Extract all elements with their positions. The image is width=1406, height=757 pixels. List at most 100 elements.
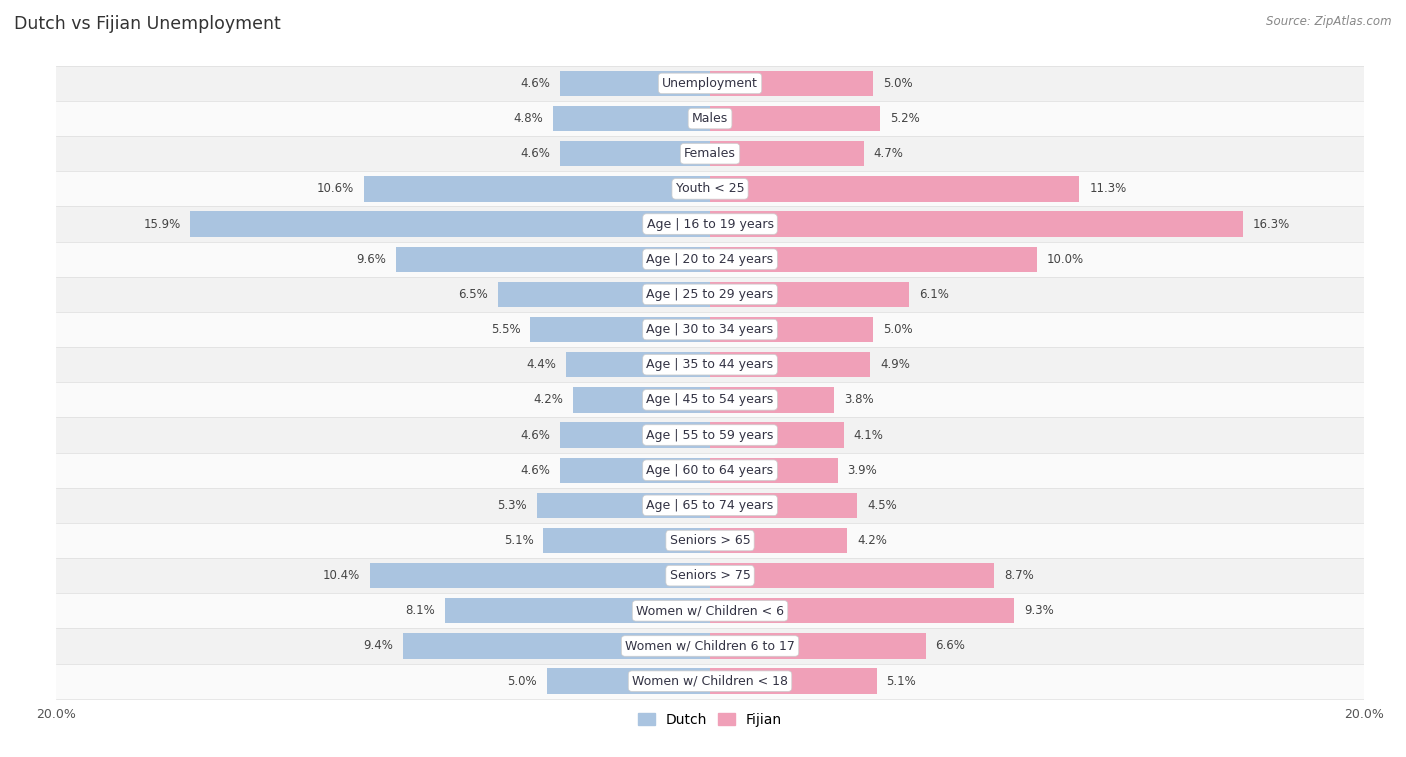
Legend: Dutch, Fijian: Dutch, Fijian <box>633 707 787 733</box>
Bar <box>553 106 710 131</box>
Text: 6.1%: 6.1% <box>920 288 949 301</box>
Bar <box>56 628 1364 664</box>
Bar <box>560 422 710 447</box>
Text: 3.8%: 3.8% <box>844 394 873 407</box>
Text: 4.2%: 4.2% <box>533 394 562 407</box>
Text: 5.1%: 5.1% <box>887 674 917 687</box>
Bar <box>56 277 1364 312</box>
Text: 11.3%: 11.3% <box>1090 182 1126 195</box>
Text: Males: Males <box>692 112 728 125</box>
Bar <box>710 598 1014 624</box>
Text: 4.6%: 4.6% <box>520 77 550 90</box>
Bar <box>56 171 1364 207</box>
Text: 10.0%: 10.0% <box>1046 253 1084 266</box>
Bar <box>364 176 710 201</box>
Text: 9.3%: 9.3% <box>1024 604 1053 617</box>
Bar <box>402 634 710 659</box>
Bar <box>56 558 1364 593</box>
Text: 8.1%: 8.1% <box>406 604 436 617</box>
Bar <box>56 241 1364 277</box>
Bar <box>56 453 1364 488</box>
Bar <box>710 634 925 659</box>
Bar <box>190 211 710 237</box>
Text: 4.4%: 4.4% <box>526 358 557 371</box>
Text: 5.1%: 5.1% <box>503 534 533 547</box>
Text: 4.6%: 4.6% <box>520 428 550 441</box>
Bar <box>560 141 710 167</box>
Bar <box>710 352 870 377</box>
Bar <box>710 141 863 167</box>
Bar <box>710 317 873 342</box>
Text: 4.5%: 4.5% <box>868 499 897 512</box>
Text: 3.9%: 3.9% <box>848 464 877 477</box>
Text: Women w/ Children < 18: Women w/ Children < 18 <box>633 674 787 687</box>
Bar <box>560 70 710 96</box>
Text: Dutch vs Fijian Unemployment: Dutch vs Fijian Unemployment <box>14 15 281 33</box>
Text: Age | 45 to 54 years: Age | 45 to 54 years <box>647 394 773 407</box>
Bar <box>56 488 1364 523</box>
Text: Age | 30 to 34 years: Age | 30 to 34 years <box>647 323 773 336</box>
Text: 5.0%: 5.0% <box>883 77 912 90</box>
Text: 8.7%: 8.7% <box>1004 569 1033 582</box>
Bar <box>396 247 710 272</box>
Bar <box>498 282 710 307</box>
Text: 15.9%: 15.9% <box>143 217 180 231</box>
Bar <box>710 211 1243 237</box>
Text: Seniors > 65: Seniors > 65 <box>669 534 751 547</box>
Bar <box>537 493 710 518</box>
Bar <box>572 388 710 413</box>
Text: Youth < 25: Youth < 25 <box>676 182 744 195</box>
Bar <box>446 598 710 624</box>
Bar <box>370 563 710 588</box>
Bar <box>710 106 880 131</box>
Text: 10.6%: 10.6% <box>316 182 354 195</box>
Text: Age | 55 to 59 years: Age | 55 to 59 years <box>647 428 773 441</box>
Text: Source: ZipAtlas.com: Source: ZipAtlas.com <box>1267 15 1392 28</box>
Bar <box>56 347 1364 382</box>
Bar <box>530 317 710 342</box>
Text: 5.3%: 5.3% <box>498 499 527 512</box>
Text: 6.5%: 6.5% <box>458 288 488 301</box>
Bar <box>56 207 1364 241</box>
Bar <box>543 528 710 553</box>
Text: Females: Females <box>685 148 735 160</box>
Bar <box>56 382 1364 417</box>
Bar <box>56 136 1364 171</box>
Text: Unemployment: Unemployment <box>662 77 758 90</box>
Text: 5.2%: 5.2% <box>890 112 920 125</box>
Bar <box>710 282 910 307</box>
Bar <box>567 352 710 377</box>
Bar <box>710 247 1038 272</box>
Text: Age | 25 to 29 years: Age | 25 to 29 years <box>647 288 773 301</box>
Bar <box>710 388 834 413</box>
Bar <box>56 66 1364 101</box>
Text: Seniors > 75: Seniors > 75 <box>669 569 751 582</box>
Bar <box>710 70 873 96</box>
Bar <box>710 176 1080 201</box>
Bar <box>710 528 848 553</box>
Bar <box>710 457 838 483</box>
Bar <box>56 101 1364 136</box>
Bar <box>56 312 1364 347</box>
Bar <box>56 523 1364 558</box>
Text: 4.1%: 4.1% <box>853 428 884 441</box>
Text: 4.6%: 4.6% <box>520 148 550 160</box>
Bar <box>547 668 710 694</box>
Bar <box>56 593 1364 628</box>
Text: 9.6%: 9.6% <box>357 253 387 266</box>
Bar <box>56 417 1364 453</box>
Text: Age | 35 to 44 years: Age | 35 to 44 years <box>647 358 773 371</box>
Text: 4.7%: 4.7% <box>873 148 903 160</box>
Bar <box>710 668 877 694</box>
Text: 5.0%: 5.0% <box>508 674 537 687</box>
Text: 5.5%: 5.5% <box>491 323 520 336</box>
Bar <box>56 664 1364 699</box>
Text: Age | 60 to 64 years: Age | 60 to 64 years <box>647 464 773 477</box>
Text: 5.0%: 5.0% <box>883 323 912 336</box>
Text: Women w/ Children 6 to 17: Women w/ Children 6 to 17 <box>626 640 794 653</box>
Text: 6.6%: 6.6% <box>935 640 966 653</box>
Text: 9.4%: 9.4% <box>363 640 392 653</box>
Bar <box>710 563 994 588</box>
Text: Age | 65 to 74 years: Age | 65 to 74 years <box>647 499 773 512</box>
Text: Age | 20 to 24 years: Age | 20 to 24 years <box>647 253 773 266</box>
